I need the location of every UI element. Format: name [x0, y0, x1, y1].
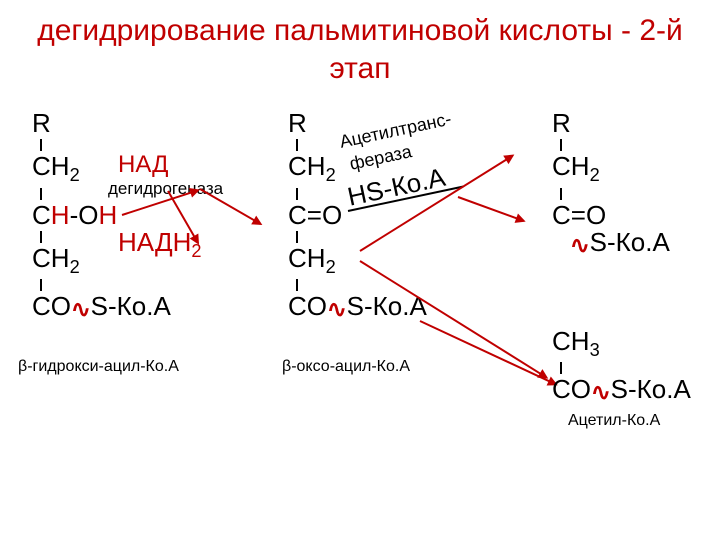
bond-icon: [40, 231, 42, 243]
bond-icon: [560, 139, 562, 151]
enz1-bottom: дегидрогеназа: [108, 180, 223, 199]
m4-caption: Ацетил-Ко.А: [568, 412, 660, 430]
m1-r: R: [32, 110, 171, 137]
arrow-out-1: [200, 188, 262, 225]
m3-l2: C=O: [552, 202, 670, 229]
enz1-top: НАД: [118, 152, 168, 178]
m2-caption: β-оксо-ацил-Ко.А: [282, 358, 410, 376]
bond-icon: [296, 231, 298, 243]
diagram-stage: R CH2 CH-OH CH2 CO∿S-Ко.А β-гидрокси-аци…: [0, 110, 720, 530]
m3-r: R: [552, 110, 670, 137]
bond-icon: [40, 279, 42, 291]
molecule-4: CH3 CO∿S-Ко.А: [552, 328, 691, 404]
diagram-title: дегидрирование пальмитиновой кислоты - 2…: [0, 0, 720, 87]
bond-icon: [560, 188, 562, 200]
bond-icon: [560, 362, 562, 374]
m3-l3: ∿S-Ко.А: [552, 229, 670, 256]
m1-caption: β-гидрокси-ацил-Ко.А: [18, 358, 179, 376]
arrow-hscoa: [458, 196, 524, 222]
m2-l3: CH2: [288, 245, 427, 277]
bond-icon: [40, 188, 42, 200]
molecule-1: R CH2 CH-OH CH2 CO∿S-Ко.А: [32, 110, 171, 320]
m2-l4: CO∿S-Ко.А: [288, 293, 427, 320]
bond-icon: [40, 139, 42, 151]
bond-icon: [296, 279, 298, 291]
m4-l2: CO∿S-Ко.А: [552, 376, 691, 403]
bond-icon: [296, 188, 298, 200]
arrow-to-m4b: [420, 320, 557, 385]
molecule-3: R CH2 C=O ∿S-Ко.А: [552, 110, 670, 256]
bond-icon: [296, 139, 298, 151]
enz1-prod: НАДН2: [118, 228, 202, 261]
m1-l4: CO∿S-Ко.А: [32, 293, 171, 320]
m4-l1: CH3: [552, 328, 691, 360]
m3-l1: CH2: [552, 153, 670, 185]
